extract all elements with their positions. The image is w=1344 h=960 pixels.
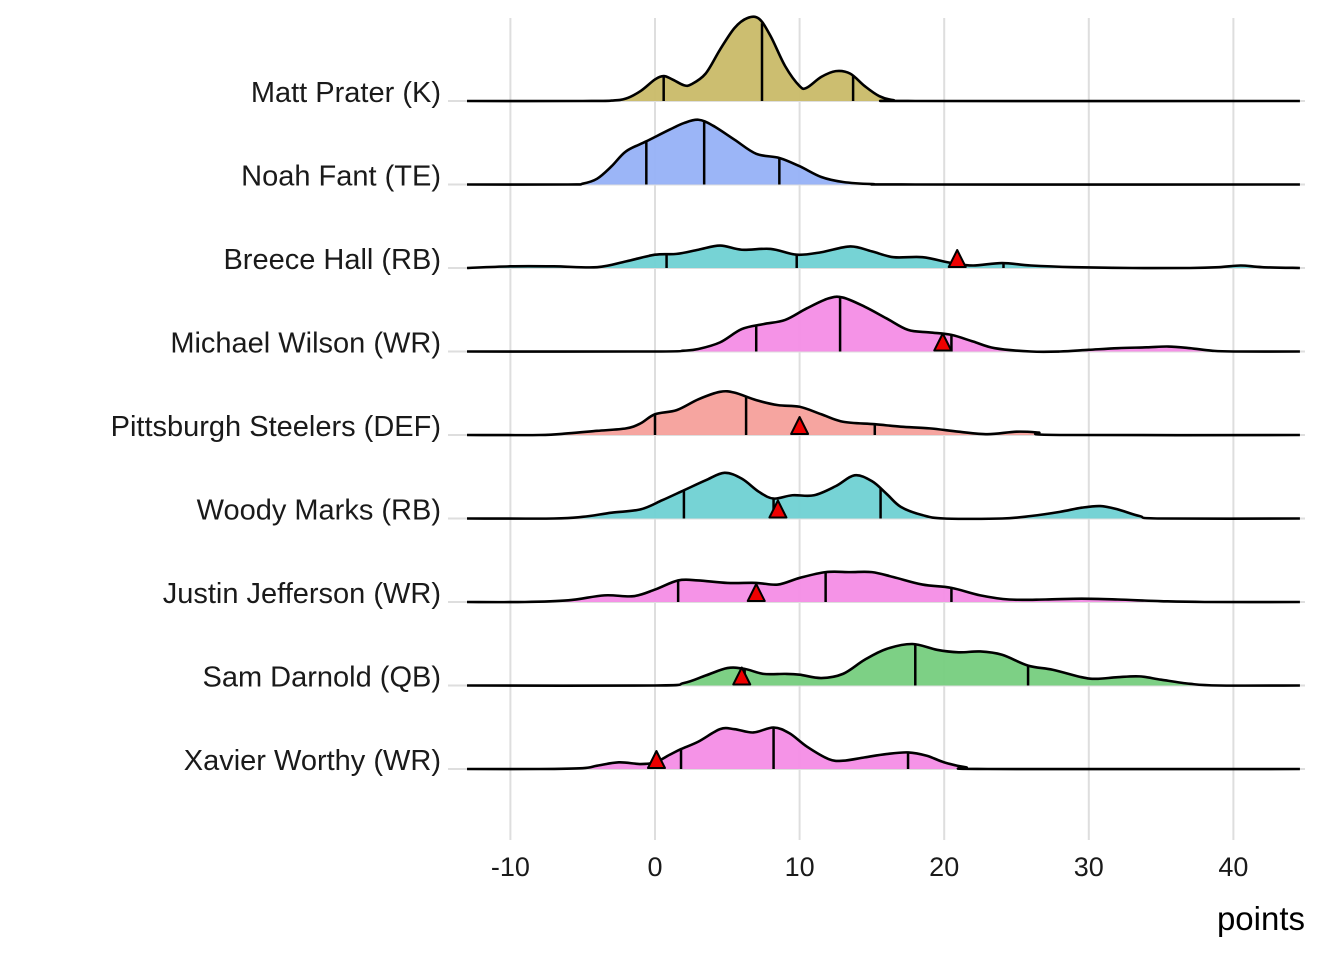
x-tick-label: 30 — [1074, 852, 1104, 882]
ridge-outline — [467, 570, 1300, 604]
actual-points-marker — [646, 750, 666, 769]
ridge-outline — [467, 726, 1300, 771]
x-tick-label: 0 — [647, 852, 662, 882]
ridge-7 — [467, 642, 1300, 687]
ridge-fill — [467, 391, 1300, 436]
ridge-fill — [467, 727, 1300, 770]
ridge-outline — [467, 642, 1300, 687]
x-tick-label: 40 — [1218, 852, 1248, 882]
actual-points-marker — [933, 332, 953, 352]
ridge-outline — [466, 244, 1300, 270]
actual-points-marker — [732, 666, 752, 686]
y-axis-label: Breece Hall (RB) — [223, 244, 441, 276]
y-axis-label: Pittsburgh Steelers (DEF) — [111, 411, 441, 443]
ridge-fill — [467, 472, 1300, 519]
ridge-4 — [467, 389, 1300, 437]
actual-points-marker — [947, 249, 967, 268]
ridge-fill — [467, 119, 1300, 185]
ridge-fill — [467, 296, 1300, 352]
ridge-fill — [467, 245, 1300, 269]
ridge-6 — [467, 570, 1300, 604]
ridge-outline — [467, 15, 1300, 103]
ridge-8 — [467, 726, 1300, 771]
x-axis-ticks: -10 0 10 20 30 40 — [491, 852, 1249, 882]
ridge-5 — [467, 471, 1300, 521]
x-tick-label: 10 — [785, 852, 815, 882]
y-axis-label: Woody Marks (RB) — [197, 495, 441, 527]
ridge-outline — [467, 295, 1300, 354]
y-axis-label: Sam Darnold (QB) — [202, 662, 441, 694]
x-tick-label: -10 — [491, 852, 530, 882]
y-axis-label: Matt Prater (K) — [251, 77, 441, 109]
y-axis-label: Noah Fant (TE) — [241, 161, 441, 193]
actual-points-marker — [768, 499, 788, 519]
y-axis-label: Justin Jefferson (WR) — [163, 578, 441, 610]
ridge-fill — [467, 643, 1300, 686]
ridge-3 — [467, 295, 1300, 354]
ridges — [466, 15, 1300, 771]
ridge-0 — [467, 15, 1300, 103]
actual-points-marker — [790, 416, 810, 435]
ridge-fill — [467, 571, 1300, 603]
actual-points-marker — [746, 583, 766, 602]
ridge-outline — [467, 118, 1300, 186]
ridge-outline — [467, 471, 1300, 521]
ridge-2 — [466, 244, 1300, 270]
ridge-fill — [467, 16, 1300, 102]
x-axis-title: points — [1217, 900, 1305, 937]
y-axis-label: Xavier Worthy (WR) — [184, 745, 441, 777]
y-axis-label: Michael Wilson (WR) — [170, 328, 441, 360]
x-tick-label: 20 — [929, 852, 959, 882]
y-axis-labels: Matt Prater (K) Noah Fant (TE) Breece Hall… — [111, 77, 441, 777]
ridge-outline — [467, 389, 1300, 437]
ridge-1 — [467, 118, 1300, 186]
